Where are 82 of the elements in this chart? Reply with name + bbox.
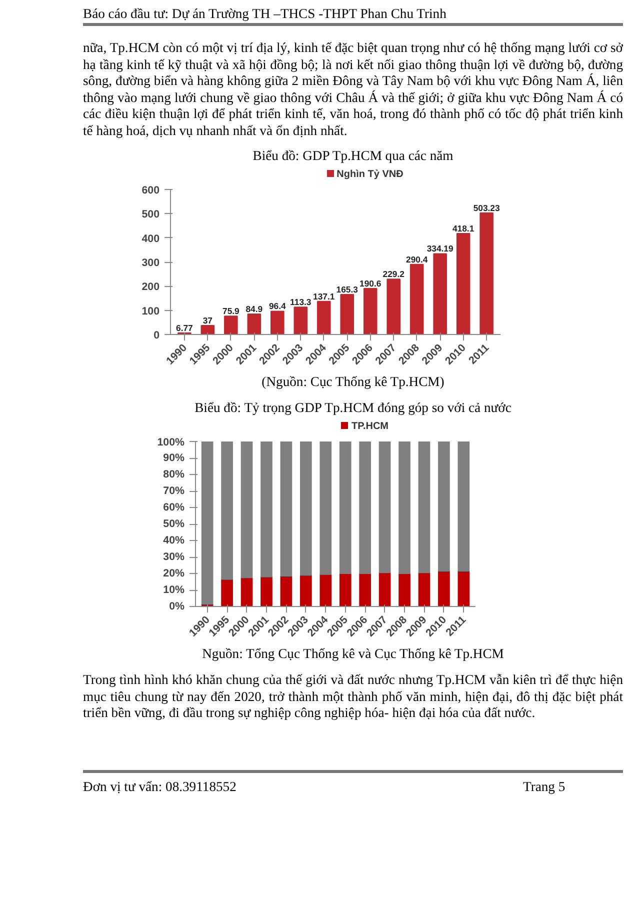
bar [480, 212, 494, 334]
bar [224, 316, 238, 334]
bar [270, 310, 284, 334]
bar [359, 442, 371, 574]
data-label: 113.3 [290, 297, 312, 308]
bar [418, 572, 430, 606]
bar [359, 573, 371, 606]
y-tick-label: 40% [163, 534, 186, 546]
data-label: 6.77 [176, 322, 194, 333]
y-tick-label: 70% [163, 485, 186, 497]
bar [320, 574, 332, 606]
y-tick-label: 100 [142, 305, 160, 318]
bar [300, 442, 312, 576]
bar [339, 573, 352, 606]
text: Báo cáo đầu tư: Dự án Trường TH –THCS -THPT Phan Chu Trinh [83, 6, 446, 22]
data-label: 190.6 [360, 278, 382, 288]
bar [280, 442, 292, 576]
bar [438, 570, 450, 606]
data-label: 418.1 [452, 223, 474, 234]
legend-label: TP.HCM [350, 420, 389, 434]
y-tick-label: 50% [163, 518, 186, 530]
bar [418, 442, 430, 574]
data-label: 503.23 [473, 202, 500, 213]
y-tick-label: 100% [157, 436, 186, 448]
text: Đơn vị tư vấn: 08.39118552 [83, 778, 236, 796]
bar [339, 442, 352, 574]
y-tick-label: 20% [163, 568, 186, 580]
data-label: 165.3 [336, 284, 358, 295]
y-tick-label: 30% [163, 551, 186, 563]
data-label: 84.9 [246, 304, 263, 314]
bar [398, 573, 410, 606]
data-label: 75.9 [222, 306, 240, 316]
data-label: 37 [202, 316, 213, 326]
y-tick-label: 500 [142, 208, 160, 221]
bar [386, 278, 400, 334]
y-tick-label: 200 [142, 281, 160, 294]
text: Nguồn: Tổng Cục Thống kê và Cục Thống kê Tp.HCM [202, 646, 504, 662]
bar [260, 442, 272, 578]
bar [247, 313, 262, 334]
y-tick-label: 400 [142, 232, 160, 245]
y-tick-label: 300 [142, 257, 160, 269]
y-tick-label: 600 [142, 184, 160, 196]
bar [221, 442, 233, 580]
bar [240, 442, 253, 578]
data-label: 334.19 [426, 244, 454, 254]
data-label: 137.1 [313, 291, 335, 302]
bar [294, 306, 308, 334]
data-label: 290.4 [406, 254, 428, 264]
bar [458, 442, 470, 572]
data-label: 229.2 [382, 269, 405, 280]
bar [200, 325, 215, 334]
y-tick-label: 0% [169, 600, 186, 612]
bar [398, 442, 410, 574]
chart-title: Biểu đồ: GDP Tp.HCM qua các năm [252, 148, 454, 164]
y-tick-label: 0 [154, 330, 160, 342]
bar [221, 578, 233, 606]
bar [458, 570, 470, 606]
data-label: 96.4 [268, 301, 286, 312]
chart-title: Biểu đồ: Tỷ trọng GDP Tp.HCM đóng góp so với cả nước [194, 400, 512, 416]
text: Trang 5 [523, 778, 566, 796]
y-tick-label: 60% [163, 502, 186, 514]
bar [438, 442, 450, 572]
y-tick-label: 10% [163, 584, 186, 596]
bar [410, 264, 424, 334]
bar [240, 577, 253, 606]
bar [300, 574, 312, 606]
bar [316, 300, 331, 334]
bar [363, 288, 378, 334]
bar [260, 576, 272, 606]
y-tick-label: 80% [163, 468, 186, 480]
bar [378, 572, 391, 606]
bar [456, 232, 470, 334]
text: (Nguồn: Cục Thống kê Tp.HCM) [262, 374, 444, 390]
bar [340, 294, 354, 334]
bar [378, 442, 391, 574]
text: Trong tình hình khó khăn chung của thế giới và đất nước nhưng Tp.HCM vẫn kiên trì để thực hiện mục tiêu chung từ nay đến 2020, trở thành một thành phố văn minh, hiện đại, đô thị đặc biệt phát triển bền vững, đi đầu trong sự nghiệp công nghiệp hóa- hiện đại hóa của đất nước. [83, 672, 623, 722]
bar [433, 253, 447, 334]
bar [280, 575, 292, 606]
y-tick-label: 90% [163, 452, 186, 464]
legend-label: Nghìn Tỷ VNĐ [336, 168, 404, 182]
text: nữa, Tp.HCM còn có một vị trí địa lý, kinh tế đặc biệt quan trọng như có hệ thống mạng lưới cơ sở hạ tầng kinh tế kỹ thuật và xã hội đồng bộ; là nơi kết nối giao thông thuận lợi về đường bộ, đường sông, đường biển và hàng không giữa 2 miền Đông và Tây Nam bộ với khu vực Đông Nam Á, liên thông vào mạng lưới chung về giao thông với Châu Á và thế giới; ở giữa khu vực Đông Nam Á có các điều kiện thuận lợi để phát triển kinh tế, văn hoá, trong đó thành phố có tốc độ phát triển kinh tế hàng hoá, dịch vụ nhanh nhất và ổn định nhất. [83, 40, 623, 139]
bar [320, 442, 332, 575]
